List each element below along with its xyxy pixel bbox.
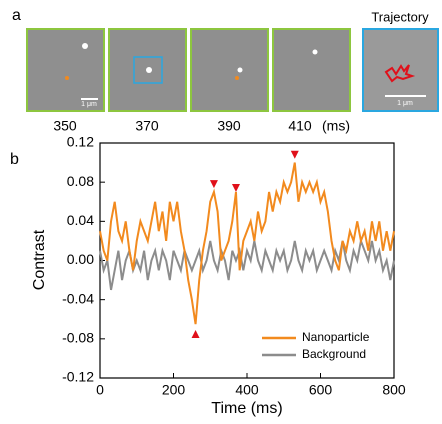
- event-marker: [209, 180, 218, 189]
- particle: [82, 43, 88, 49]
- y-tick-label: -0.08: [62, 330, 94, 346]
- frame-image: [190, 28, 269, 112]
- particle: [237, 67, 243, 73]
- particle: [312, 49, 318, 55]
- time-unit: (ms): [322, 118, 350, 134]
- y-axis-label: Contrast: [31, 229, 48, 290]
- scale-label: 1 μm: [397, 100, 413, 107]
- micrographs: [26, 28, 439, 112]
- legend-label: Nanoparticle: [302, 330, 370, 344]
- event-marker: [290, 150, 299, 159]
- roi-box: [133, 56, 163, 84]
- scale-label: 1 μm: [81, 101, 97, 108]
- trajectory-image: [362, 28, 439, 112]
- y-tick-label: -0.04: [62, 290, 94, 306]
- frame-time: 350: [53, 118, 77, 134]
- x-axis-label: Time (ms): [211, 400, 282, 417]
- legend-label: Background: [302, 347, 366, 361]
- panel-label: a: [12, 7, 21, 24]
- x-tick-label: 200: [162, 382, 186, 398]
- y-tick-label: 0.12: [67, 134, 94, 150]
- y-tick-label: 0.04: [67, 212, 94, 228]
- event-marker: [191, 329, 200, 338]
- particle: [65, 76, 69, 80]
- series-line: [99, 237, 395, 291]
- x-tick-label: 400: [235, 382, 259, 398]
- event-marker: [231, 184, 240, 193]
- frame-image: [26, 28, 105, 112]
- trajectory-title: Trajectory: [371, 9, 429, 24]
- series-line: [99, 162, 395, 325]
- x-tick-label: 0: [96, 382, 104, 398]
- particle: [235, 76, 239, 80]
- particle: [146, 67, 152, 73]
- frame-time: 410: [288, 118, 312, 134]
- trajectory-path: [384, 64, 416, 83]
- panel-label: b: [10, 151, 19, 168]
- y-tick-label: -0.12: [62, 369, 94, 385]
- y-tick-label: 0.00: [67, 251, 94, 267]
- frame-image: [272, 28, 351, 112]
- x-tick-label: 800: [382, 382, 406, 398]
- x-tick-label: 600: [309, 382, 333, 398]
- frame-time: 390: [217, 118, 241, 134]
- frame-time: 370: [135, 118, 159, 134]
- y-tick-label: 0.08: [67, 173, 94, 189]
